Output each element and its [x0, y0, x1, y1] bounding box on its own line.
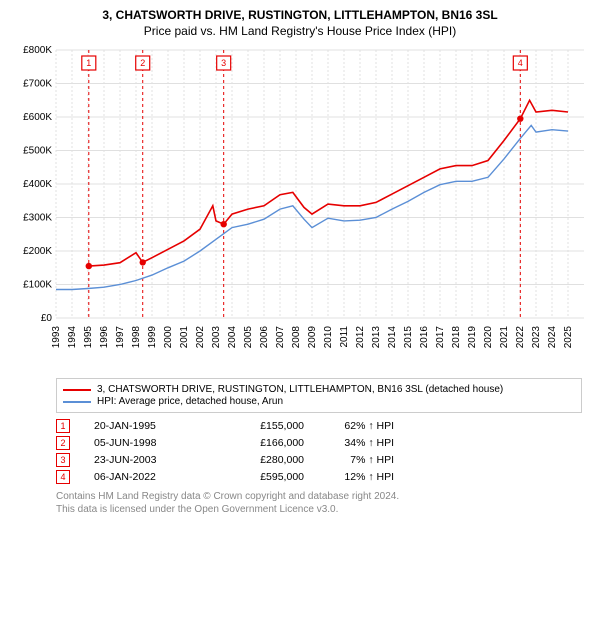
- legend-swatch-hpi: [63, 401, 91, 403]
- svg-text:2005: 2005: [243, 326, 254, 349]
- svg-text:2009: 2009: [307, 326, 318, 349]
- svg-text:2004: 2004: [227, 326, 238, 349]
- svg-text:1995: 1995: [83, 326, 94, 349]
- sales-row: 3 23-JUN-2003£280,0007% ↑ HPI: [56, 453, 582, 467]
- svg-text:2022: 2022: [515, 326, 526, 349]
- svg-text:2013: 2013: [371, 326, 382, 349]
- svg-text:2002: 2002: [195, 326, 206, 349]
- sales-row: 4 06-JAN-2022£595,00012% ↑ HPI: [56, 470, 582, 484]
- svg-text:2025: 2025: [563, 326, 574, 349]
- svg-text:2021: 2021: [499, 326, 510, 349]
- svg-text:2: 2: [140, 58, 145, 68]
- sale-date: 06-JAN-2022: [94, 471, 214, 483]
- sale-price: £280,000: [214, 454, 304, 466]
- svg-text:2008: 2008: [291, 326, 302, 349]
- footer-line2: This data is licensed under the Open Gov…: [56, 503, 582, 516]
- svg-text:2010: 2010: [323, 326, 334, 349]
- chart-container: 3, CHATSWORTH DRIVE, RUSTINGTON, LITTLEH…: [0, 0, 600, 524]
- svg-text:2024: 2024: [547, 326, 558, 349]
- sale-pct: 34% ↑ HPI: [304, 437, 394, 449]
- title-block: 3, CHATSWORTH DRIVE, RUSTINGTON, LITTLEH…: [8, 8, 592, 38]
- svg-text:£600K: £600K: [23, 112, 52, 123]
- svg-text:£500K: £500K: [23, 146, 52, 157]
- svg-text:2003: 2003: [211, 326, 222, 349]
- svg-text:2012: 2012: [355, 326, 366, 349]
- svg-text:4: 4: [518, 58, 523, 68]
- svg-text:£0: £0: [41, 313, 53, 324]
- sales-table: 1 20-JAN-1995£155,00062% ↑ HPI 2 05-JUN-199…: [56, 419, 582, 484]
- sales-row: 2 05-JUN-1998£166,00034% ↑ HPI: [56, 436, 582, 450]
- svg-text:2017: 2017: [435, 326, 446, 349]
- footer: Contains HM Land Registry data © Crown c…: [56, 490, 582, 516]
- sale-price: £155,000: [214, 420, 304, 432]
- legend-label-hpi: HPI: Average price, detached house, Arun: [97, 396, 283, 407]
- svg-text:£700K: £700K: [23, 79, 52, 90]
- title-address: 3, CHATSWORTH DRIVE, RUSTINGTON, LITTLEH…: [8, 8, 592, 22]
- svg-text:£800K: £800K: [23, 45, 52, 56]
- sale-marker-box: 3: [56, 453, 70, 467]
- svg-text:2006: 2006: [259, 326, 270, 349]
- svg-text:1999: 1999: [147, 326, 158, 349]
- svg-text:2007: 2007: [275, 326, 286, 349]
- sale-marker-box: 2: [56, 436, 70, 450]
- svg-text:1998: 1998: [131, 326, 142, 349]
- svg-text:2023: 2023: [531, 326, 542, 349]
- legend-row-price-paid: 3, CHATSWORTH DRIVE, RUSTINGTON, LITTLEH…: [63, 384, 575, 395]
- svg-text:2011: 2011: [339, 326, 350, 348]
- footer-line1: Contains HM Land Registry data © Crown c…: [56, 490, 582, 503]
- legend-row-hpi: HPI: Average price, detached house, Arun: [63, 396, 575, 407]
- sale-pct: 7% ↑ HPI: [304, 454, 394, 466]
- sale-marker-box: 4: [56, 470, 70, 484]
- sales-row: 1 20-JAN-1995£155,00062% ↑ HPI: [56, 419, 582, 433]
- svg-text:2016: 2016: [419, 326, 430, 349]
- legend: 3, CHATSWORTH DRIVE, RUSTINGTON, LITTLEH…: [56, 378, 582, 413]
- svg-text:2018: 2018: [451, 326, 462, 349]
- svg-text:1996: 1996: [99, 326, 110, 349]
- svg-text:2020: 2020: [483, 326, 494, 349]
- svg-text:1997: 1997: [115, 326, 126, 349]
- sale-pct: 12% ↑ HPI: [304, 471, 394, 483]
- svg-text:1: 1: [86, 58, 91, 68]
- sale-date: 20-JAN-1995: [94, 420, 214, 432]
- svg-text:£100K: £100K: [23, 280, 52, 291]
- legend-swatch-price-paid: [63, 389, 91, 391]
- svg-text:1994: 1994: [67, 326, 78, 349]
- line-chart-svg: £0 £100K £200K £300K £400K £500K £600K £700K £80…: [8, 42, 592, 372]
- sale-pct: 62% ↑ HPI: [304, 420, 394, 432]
- sale-date: 05-JUN-1998: [94, 437, 214, 449]
- svg-text:1993: 1993: [51, 326, 62, 349]
- svg-text:2015: 2015: [403, 326, 414, 349]
- legend-label-price-paid: 3, CHATSWORTH DRIVE, RUSTINGTON, LITTLEH…: [97, 384, 503, 395]
- svg-text:2000: 2000: [163, 326, 174, 349]
- plot-area: £0 £100K £200K £300K £400K £500K £600K £700K £80…: [8, 42, 592, 372]
- svg-text:2014: 2014: [387, 326, 398, 349]
- svg-text:2019: 2019: [467, 326, 478, 349]
- sale-marker-box: 1: [56, 419, 70, 433]
- svg-text:£400K: £400K: [23, 179, 52, 190]
- svg-text:3: 3: [221, 58, 226, 68]
- sale-price: £166,000: [214, 437, 304, 449]
- sale-price: £595,000: [214, 471, 304, 483]
- title-subtitle: Price paid vs. HM Land Registry's House …: [8, 24, 592, 38]
- sale-date: 23-JUN-2003: [94, 454, 214, 466]
- svg-text:£200K: £200K: [23, 246, 52, 257]
- svg-text:2001: 2001: [179, 326, 190, 349]
- svg-text:£300K: £300K: [23, 213, 52, 224]
